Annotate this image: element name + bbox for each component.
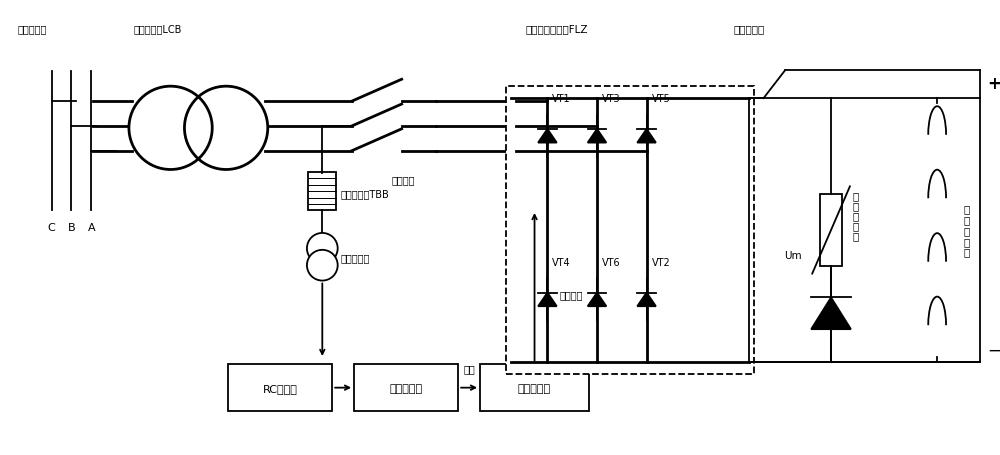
Text: 发电机机端: 发电机机端	[18, 25, 47, 35]
Text: VT4: VT4	[552, 257, 571, 267]
Text: 非
线
性
电
阻: 非 线 性 电 阻	[853, 191, 859, 241]
Polygon shape	[637, 130, 656, 143]
Text: 六路脉冲: 六路脉冲	[559, 290, 583, 300]
Text: 隔离互感器: 隔离互感器	[340, 252, 370, 262]
Text: 交流刀闸: 交流刀闸	[392, 175, 415, 185]
Text: 励磁变压器LCB: 励磁变压器LCB	[134, 25, 182, 35]
Text: 励磁调节器: 励磁调节器	[518, 383, 551, 393]
Bar	[354, 364, 458, 412]
Text: A: A	[87, 222, 95, 233]
Text: 同步变压器TBB: 同步变压器TBB	[340, 189, 389, 199]
Text: RC滤波器: RC滤波器	[263, 383, 298, 393]
Polygon shape	[538, 130, 557, 143]
Polygon shape	[538, 293, 557, 307]
Text: VT6: VT6	[602, 257, 621, 267]
Bar	[228, 364, 332, 412]
Text: 发
电
机
转
子: 发 电 机 转 子	[964, 204, 970, 257]
Circle shape	[307, 250, 338, 281]
Text: 迟滞比较器: 迟滞比较器	[390, 383, 423, 393]
Text: VT3: VT3	[602, 94, 621, 104]
Text: C: C	[48, 222, 55, 233]
Text: B: B	[68, 222, 75, 233]
Text: VT5: VT5	[652, 94, 670, 104]
Bar	[480, 364, 589, 412]
Text: 三相全控整流桥FLZ: 三相全控整流桥FLZ	[526, 25, 588, 35]
Polygon shape	[588, 293, 606, 307]
Text: 磁场断路器: 磁场断路器	[734, 25, 765, 35]
Text: VT2: VT2	[652, 257, 670, 267]
Text: 方波: 方波	[463, 363, 475, 373]
Text: −: −	[988, 341, 1000, 359]
Bar	[820, 195, 842, 266]
Circle shape	[307, 233, 338, 264]
Text: VT1: VT1	[552, 94, 571, 104]
Circle shape	[129, 87, 212, 170]
Polygon shape	[811, 298, 851, 329]
Bar	[308, 173, 336, 211]
Text: +: +	[988, 75, 1000, 93]
Circle shape	[184, 87, 268, 170]
Bar	[506, 87, 754, 374]
Text: Um: Um	[785, 250, 802, 260]
Polygon shape	[637, 293, 656, 307]
Polygon shape	[588, 130, 606, 143]
